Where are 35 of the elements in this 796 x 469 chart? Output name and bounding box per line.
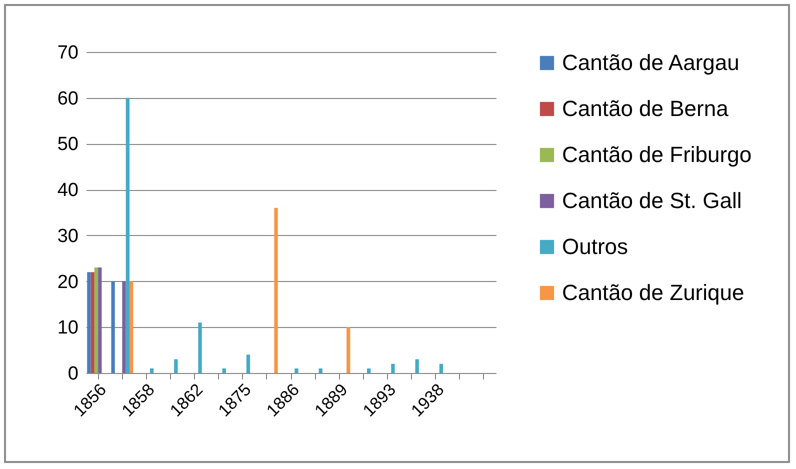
bar [150, 368, 154, 373]
legend-label: Cantão de Friburgo [562, 142, 752, 167]
y-tick-label: 30 [57, 226, 78, 247]
bar [111, 281, 115, 373]
legend-label: Cantão de St. Gall [562, 188, 742, 213]
legend-label: Cantão de Zurique [562, 280, 744, 305]
bar [415, 359, 419, 373]
y-tick-label: 50 [57, 134, 78, 156]
bar [222, 368, 226, 373]
bar [122, 281, 126, 373]
y-tick-label: 20 [57, 272, 78, 293]
y-tick-label: 10 [57, 318, 78, 339]
bar [90, 272, 94, 373]
bar [174, 359, 178, 373]
bar [274, 208, 278, 373]
legend-label: Outros [562, 234, 628, 259]
legend-label: Cantão de Berna [562, 96, 730, 121]
bar [346, 327, 350, 373]
bar [391, 364, 395, 373]
bar [439, 364, 444, 373]
legend-label: Cantão de Aargau [562, 50, 740, 75]
bar [198, 322, 202, 373]
y-tick-label: 0 [68, 364, 78, 384]
bar [318, 368, 322, 373]
bar [129, 281, 134, 373]
y-tick-label: 40 [57, 180, 78, 202]
bar [126, 98, 130, 373]
y-tick-label: 60 [57, 88, 78, 110]
bar [87, 272, 91, 373]
y-tick-label: 70 [57, 42, 78, 64]
bar [246, 354, 250, 373]
bar [94, 268, 98, 373]
bar [98, 268, 102, 373]
bar [294, 368, 298, 373]
bar [367, 368, 371, 373]
